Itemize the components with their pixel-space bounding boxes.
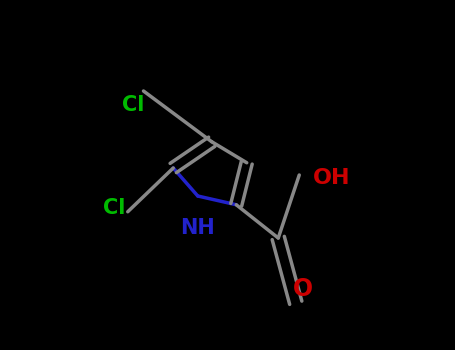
Text: Cl: Cl: [102, 198, 125, 218]
Text: NH: NH: [180, 217, 215, 238]
Text: Cl: Cl: [122, 95, 144, 115]
Text: O: O: [293, 277, 313, 301]
Text: OH: OH: [313, 168, 351, 189]
